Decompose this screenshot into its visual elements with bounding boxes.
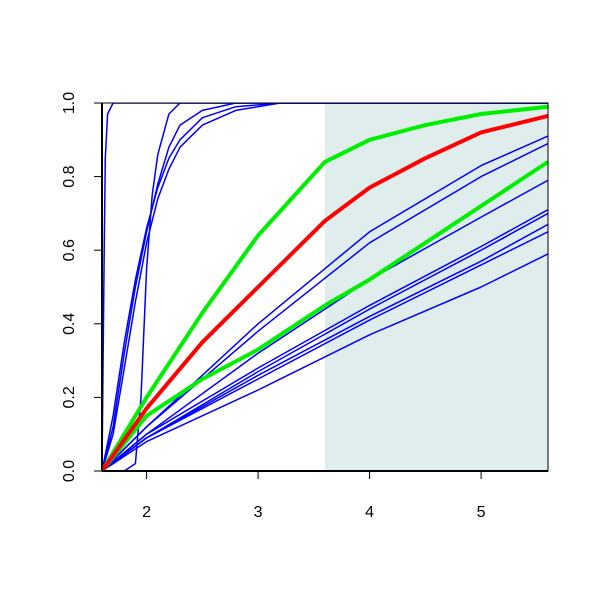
- line: [102, 142, 548, 471]
- y-tick-label: 0.4: [61, 313, 78, 335]
- line: [102, 103, 548, 471]
- x-tick-label: 2: [142, 504, 151, 521]
- line: [102, 253, 548, 471]
- line: [102, 160, 548, 471]
- x-tick-label: 4: [365, 504, 374, 521]
- y-tick-label: 0.0: [61, 460, 78, 482]
- line: [102, 103, 548, 471]
- y-tick-label: 0.6: [61, 239, 78, 261]
- y-tick-label: 0.2: [61, 386, 78, 408]
- y-tick-label: 0.8: [61, 165, 78, 187]
- x-tick-label: 5: [477, 504, 486, 521]
- line: [102, 104, 548, 471]
- plot-area: [102, 103, 548, 471]
- line: [102, 103, 548, 471]
- line: [102, 103, 548, 471]
- y-tick-label: 1.0: [61, 92, 78, 114]
- x-tick-label: 3: [254, 504, 263, 521]
- line: [102, 209, 548, 471]
- line: [102, 113, 548, 471]
- line: [102, 231, 548, 471]
